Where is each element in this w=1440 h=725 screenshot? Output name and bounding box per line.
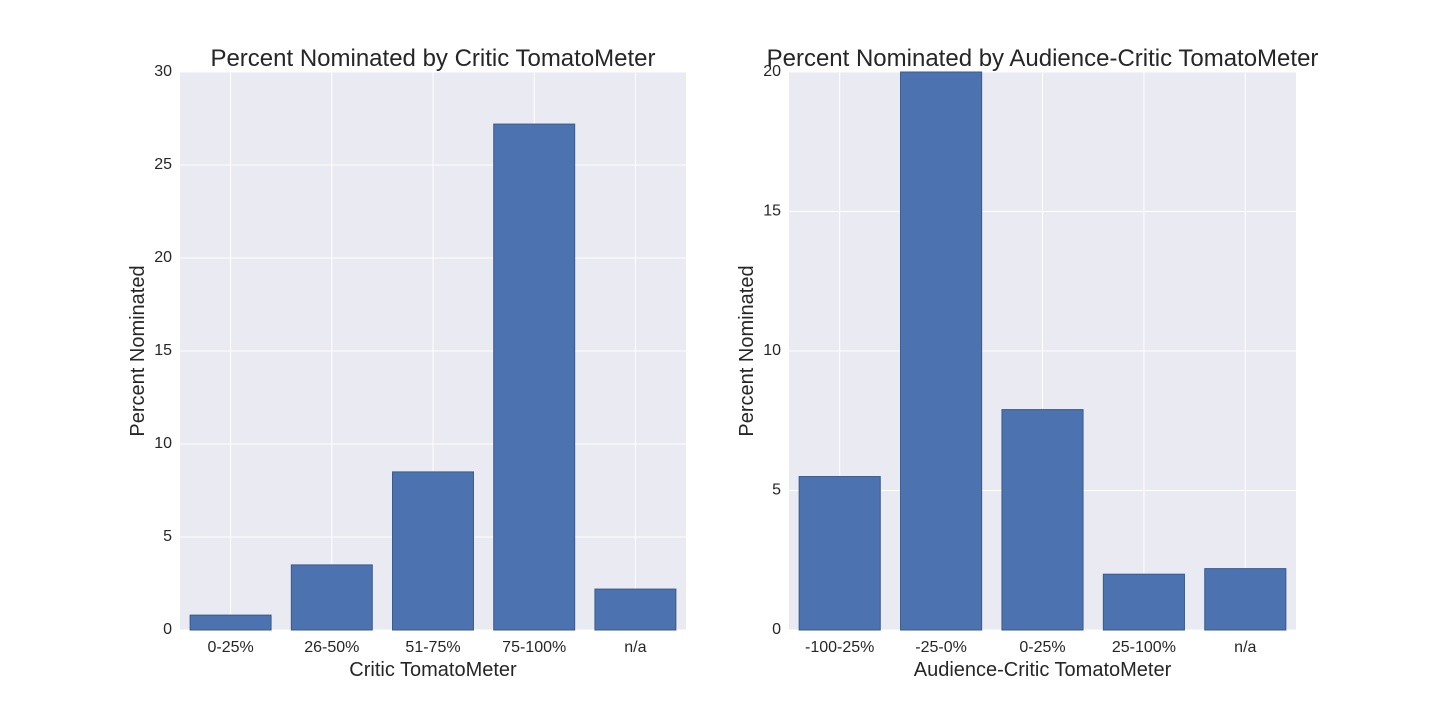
y-axis-label: Percent Nominated — [127, 265, 149, 436]
x-axis-label: Critic TomatoMeter — [349, 659, 517, 681]
bar-0-25% — [189, 614, 272, 631]
bar-n/a — [594, 588, 677, 631]
x-tick-label: 51-75% — [405, 639, 460, 656]
x-tick-label: 0-25% — [1019, 639, 1065, 656]
bar-25-100% — [1102, 573, 1185, 631]
bar-n/a — [1204, 568, 1287, 631]
x-axis-label: Audience-Critic TomatoMeter — [914, 659, 1172, 681]
y-tick-label: 5 — [772, 482, 781, 499]
chart-title: Percent Nominated by Audience-Critic Tom… — [767, 45, 1319, 72]
y-tick-label: 20 — [763, 63, 781, 80]
x-tick-label: n/a — [624, 639, 646, 656]
x-tick-label: 25-100% — [1112, 639, 1176, 656]
x-tick-label: -100-25% — [805, 639, 874, 656]
y-tick-label: 5 — [163, 528, 172, 545]
x-tick-label: -25-0% — [915, 639, 967, 656]
x-tick-label: 26-50% — [304, 639, 359, 656]
y-tick-label: 30 — [154, 63, 172, 80]
bar-26-50% — [290, 564, 373, 631]
y-tick-label: 10 — [763, 342, 781, 359]
x-tick-label: 0-25% — [207, 639, 253, 656]
y-tick-label: 20 — [154, 249, 172, 266]
chart-panel-2: 0 5 10 15 20 -100-25% -25-0% 0-25% 25-100% n/a Per… — [736, 45, 1318, 681]
bar-0-25% — [1001, 409, 1084, 631]
chart-title: Percent Nominated by Critic TomatoMeter — [210, 45, 655, 72]
y-tick-label: 0 — [163, 621, 172, 638]
bar-75-100% — [493, 123, 576, 631]
bar-51-75% — [392, 471, 474, 631]
y-tick-label: 25 — [154, 156, 172, 173]
bar--100-25% — [798, 476, 881, 631]
y-tick-label: 0 — [772, 621, 781, 638]
y-tick-label: 15 — [154, 342, 172, 359]
bar--25-0% — [900, 71, 983, 631]
x-tick-label: 75-100% — [502, 639, 566, 656]
y-axis-label: Percent Nominated — [736, 265, 758, 436]
x-tick-label: n/a — [1234, 639, 1256, 656]
chart-panel-1: 0 5 10 15 20 25 30 0-25% 26-50% 51-75% 75-100% n/a P… — [127, 45, 686, 681]
y-tick-label: 10 — [154, 435, 172, 452]
y-tick-label: 15 — [763, 203, 781, 220]
